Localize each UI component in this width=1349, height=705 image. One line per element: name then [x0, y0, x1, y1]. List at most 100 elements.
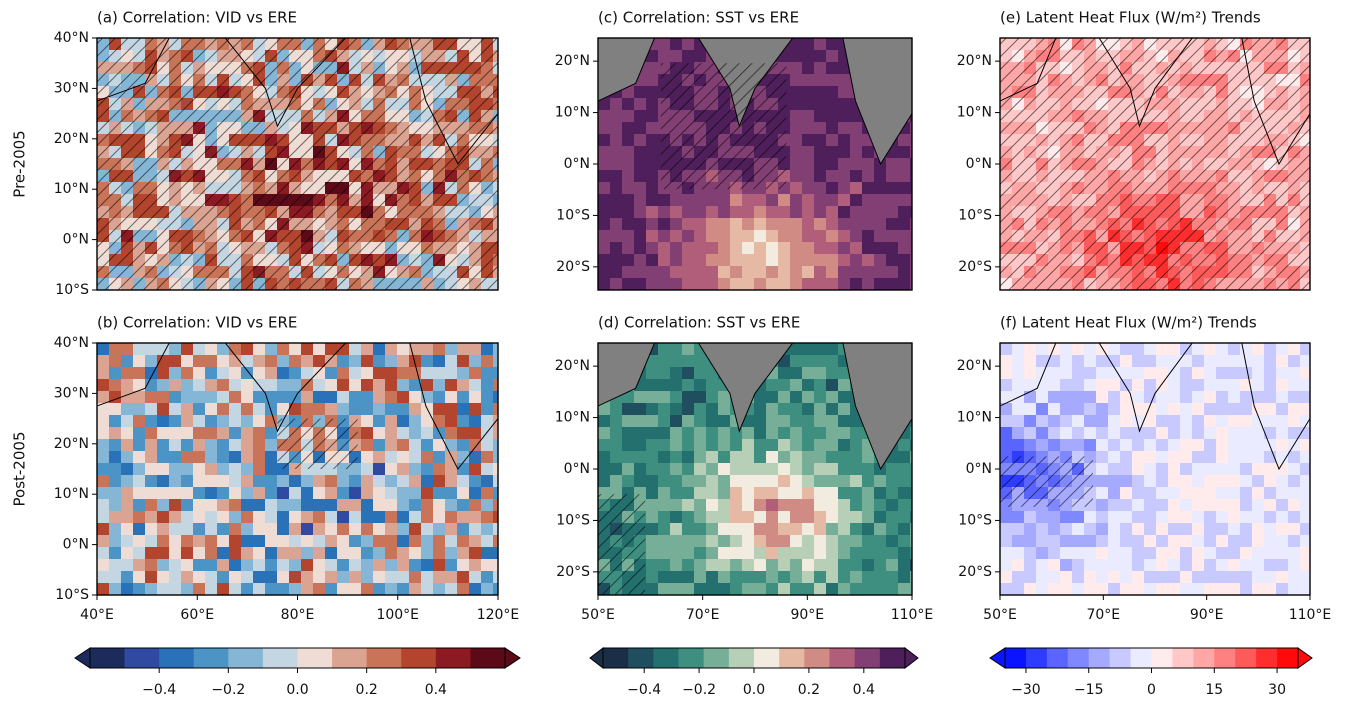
- map-cell: [850, 206, 863, 219]
- map-cell: [457, 355, 470, 368]
- map-cell: [445, 355, 458, 368]
- map-cell: [778, 559, 791, 572]
- map-cell: [670, 242, 683, 255]
- map-cell: [457, 475, 470, 488]
- map-cell: [349, 511, 362, 524]
- map-cell: [373, 367, 386, 380]
- map-cell: [1168, 547, 1181, 560]
- map-cell: [778, 547, 791, 560]
- map-cell: [1060, 403, 1073, 416]
- map-cell: [802, 343, 815, 356]
- map-cell: [1168, 499, 1181, 512]
- map-cell: [886, 487, 899, 500]
- map-cell: [766, 583, 779, 596]
- map-cell: [421, 439, 434, 452]
- map-cell: [790, 427, 803, 440]
- map-cell: [313, 367, 326, 380]
- map-cell: [97, 583, 110, 596]
- map-cell: [886, 583, 899, 596]
- map-cell: [814, 74, 827, 87]
- map-cell: [1012, 415, 1025, 428]
- map-cell: [1240, 487, 1253, 500]
- map-cell: [289, 343, 302, 356]
- map-cell: [1240, 583, 1253, 596]
- map-cell: [718, 475, 731, 488]
- map-cell: [277, 499, 290, 512]
- x-tick-label: 110°E: [891, 607, 934, 623]
- map-cell: [1216, 415, 1229, 428]
- map-cell: [1072, 379, 1085, 392]
- map-cell: [217, 583, 230, 596]
- map-cell: [658, 559, 671, 572]
- map-cell: [253, 391, 266, 404]
- map-cell: [1204, 499, 1217, 512]
- map-cell: [469, 487, 482, 500]
- map-cell: [682, 415, 695, 428]
- map-cell: [850, 427, 863, 440]
- map-cell: [1204, 427, 1217, 440]
- map-cell: [634, 403, 647, 416]
- map-cell: [610, 254, 623, 267]
- map-cell: [778, 439, 791, 452]
- map-cell: [385, 367, 398, 380]
- map-cell: [1204, 463, 1217, 476]
- colorbar-segment: [1005, 648, 1026, 668]
- map-cell: [634, 194, 647, 207]
- map-cell: [481, 475, 494, 488]
- map-cell: [313, 511, 326, 524]
- map-cell: [1288, 499, 1301, 512]
- map-cell: [1204, 439, 1217, 452]
- map-cell: [1000, 427, 1013, 440]
- map-cell: [193, 499, 206, 512]
- map-cell: [1180, 391, 1193, 404]
- map-cell: [397, 535, 410, 548]
- map-cell: [778, 427, 791, 440]
- map-cell: [385, 559, 398, 572]
- map-cell: [229, 571, 242, 584]
- map-cell: [181, 559, 194, 572]
- map-cell: [838, 122, 851, 135]
- map-cell: [337, 571, 350, 584]
- x-tick-label: 80°E: [281, 607, 315, 623]
- map-cell: [1036, 391, 1049, 404]
- map-cell: [634, 182, 647, 195]
- map-cell: [1084, 583, 1097, 596]
- map-cell: [634, 146, 647, 159]
- map-cell: [778, 451, 791, 464]
- map-cell: [1168, 451, 1181, 464]
- map-cell: [658, 355, 671, 368]
- map-cell: [493, 535, 506, 548]
- map-cell: [766, 218, 779, 231]
- map-cell: [385, 355, 398, 368]
- map-cell: [409, 535, 422, 548]
- map-cell: [1276, 559, 1289, 572]
- map-cell: [1264, 427, 1277, 440]
- map-cell: [361, 463, 374, 476]
- colorbar-segment: [1131, 648, 1152, 668]
- map-cell: [1252, 499, 1265, 512]
- map-cell: [754, 535, 767, 548]
- map-cell: [658, 547, 671, 560]
- map-cell: [373, 511, 386, 524]
- map-cell: [598, 146, 611, 159]
- map-cell: [802, 62, 815, 75]
- map-cell: [1060, 379, 1073, 392]
- map-cell: [1240, 475, 1253, 488]
- map-cell: [610, 439, 623, 452]
- map-cell: [169, 499, 182, 512]
- map-cell: [670, 403, 683, 416]
- map-cell: [886, 242, 899, 255]
- map-cell: [790, 403, 803, 416]
- map-cell: [1060, 367, 1073, 380]
- map-cell: [493, 391, 506, 404]
- map-cell: [694, 439, 707, 452]
- map-cell: [1120, 379, 1133, 392]
- map-cell: [1288, 355, 1301, 368]
- map-cell: [217, 499, 230, 512]
- map-cell: [646, 122, 659, 135]
- map-cell: [814, 134, 827, 147]
- map-cell: [742, 242, 755, 255]
- map-cell: [109, 559, 122, 572]
- map-cell: [181, 535, 194, 548]
- map-cell: [838, 511, 851, 524]
